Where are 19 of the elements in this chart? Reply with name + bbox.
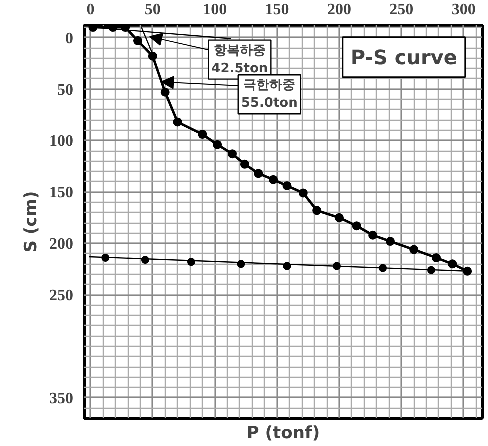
y-tick-label: 0 bbox=[66, 30, 74, 48]
annotation: 극한하중 55.0ton bbox=[241, 78, 298, 112]
text: P-S curve bbox=[350, 45, 458, 70]
y-tick-label: 250 bbox=[50, 288, 74, 305]
y-axis-title: S (cm) bbox=[22, 191, 42, 253]
x-tick-label: 0 bbox=[86, 2, 95, 18]
y-tick-label: 200 bbox=[50, 236, 74, 254]
x-tick-label: 50 bbox=[144, 2, 161, 18]
annotation: 항복하중 42.5ton bbox=[212, 43, 268, 76]
x-axis-title: P (tonf) bbox=[246, 424, 320, 444]
x-tick-label: 250 bbox=[390, 2, 414, 18]
y-tick-label: 50 bbox=[58, 82, 74, 99]
x-tick-label: 100 bbox=[203, 2, 228, 18]
y-tick-label: 100 bbox=[50, 133, 74, 150]
y-tick-label: 350 bbox=[50, 390, 74, 408]
x-tick-label: 200 bbox=[327, 2, 352, 18]
x-tick-label: 300 bbox=[452, 2, 476, 18]
x-tick-label: 150 bbox=[265, 2, 290, 18]
y-tick-label: 150 bbox=[50, 184, 74, 202]
